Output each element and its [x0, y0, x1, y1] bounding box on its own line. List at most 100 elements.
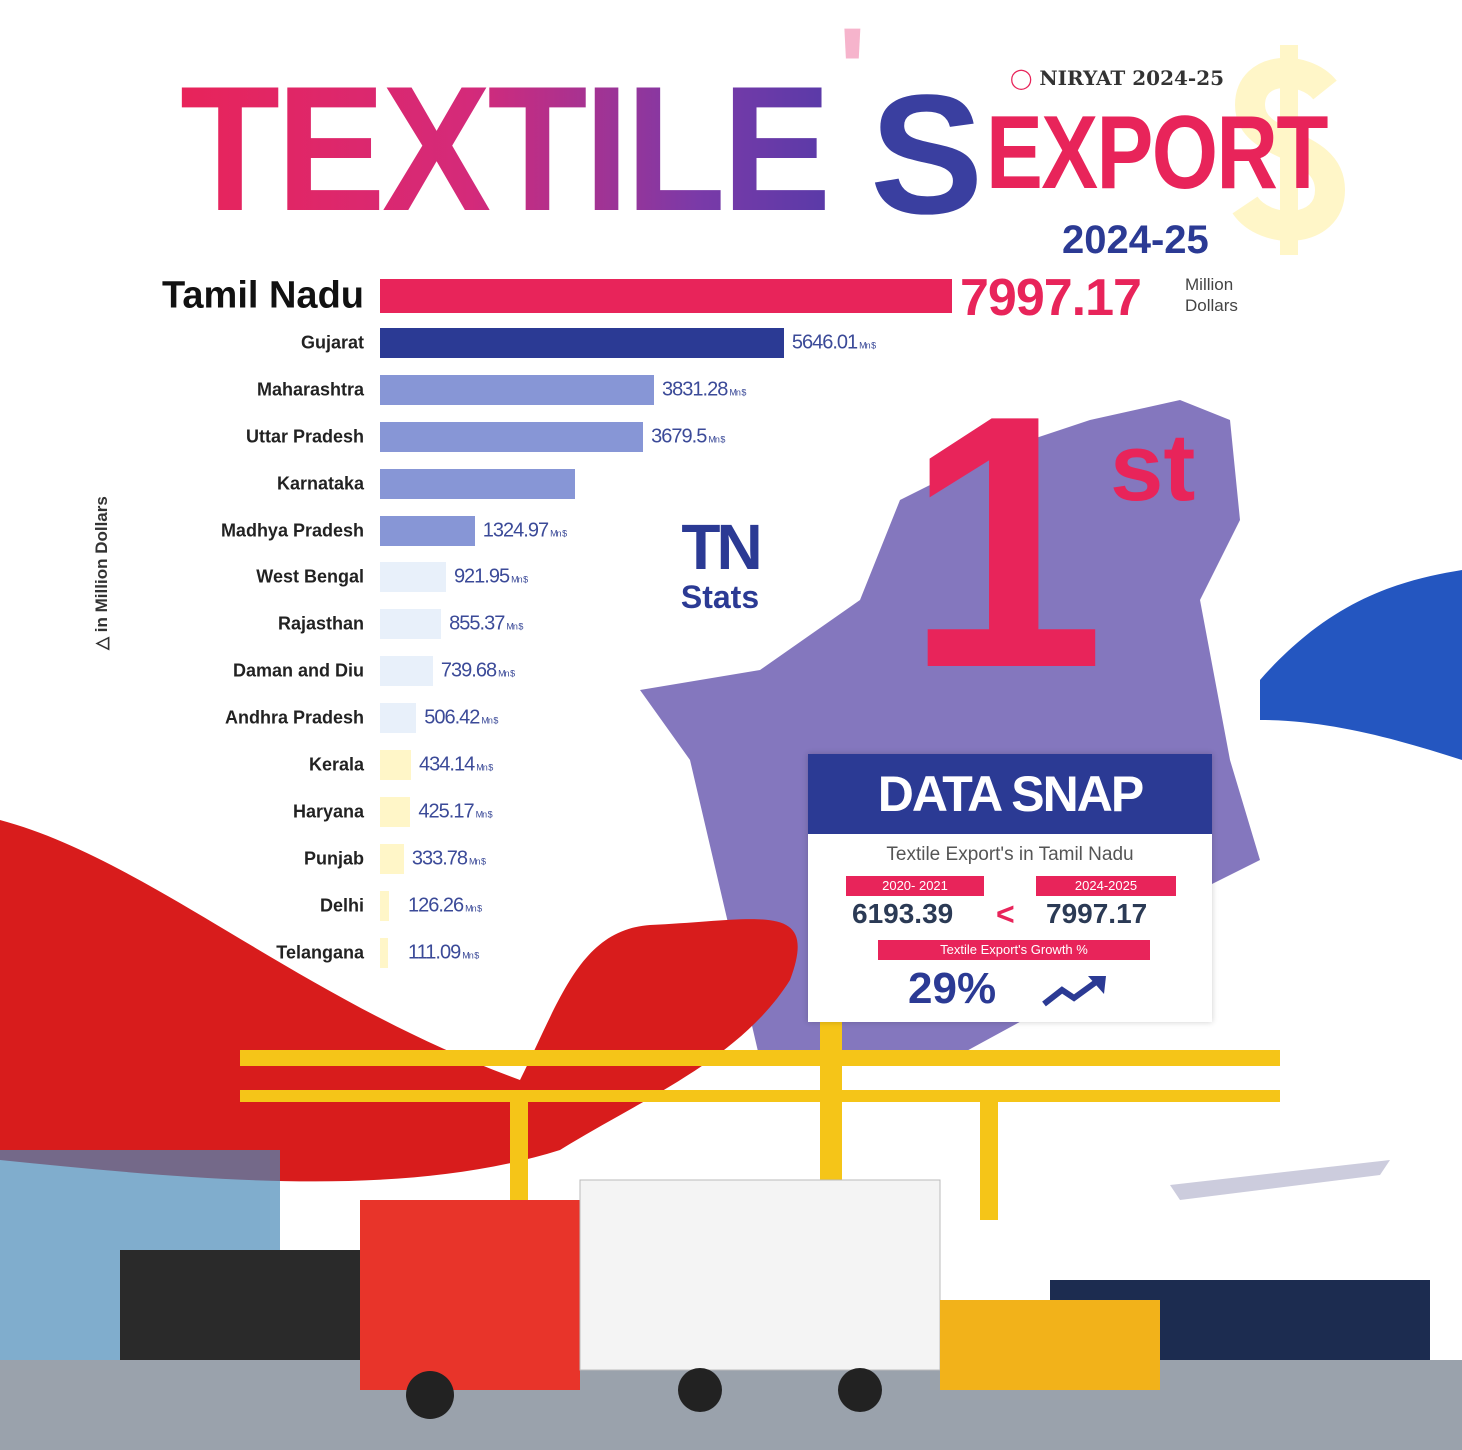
category-label: Daman and Diu — [232, 660, 364, 681]
category-label: Rajasthan — [277, 613, 364, 634]
bar-kerala — [380, 750, 412, 780]
value-text: 855.37 — [449, 612, 505, 635]
value-text: 1324.97 — [482, 519, 549, 541]
value-unit: Mn $ — [511, 574, 528, 585]
value-unit: Mn $ — [859, 340, 876, 351]
trend-up-arrow-icon — [1042, 976, 1106, 1007]
value-unit: Mn $ — [465, 903, 482, 914]
category-label: Kerala — [308, 754, 364, 775]
value-label: 126.26 Mn $ — [408, 894, 482, 917]
comparator: < — [996, 896, 1015, 932]
tn-stats-label: Stats — [680, 579, 760, 615]
value-unit: Mn $ — [462, 950, 479, 961]
title-s: S — [870, 60, 984, 250]
crane — [240, 950, 1280, 1250]
title-year: 2024-25 — [1062, 218, 1209, 262]
period-a-badge: 2020- 2021 — [846, 876, 984, 896]
rank-number: 1 — [905, 341, 1106, 743]
bar-uttar-pradesh — [380, 421, 644, 452]
blue-fabric-ribbon — [1260, 570, 1462, 760]
period-b-badge: 2024-2025 — [1036, 876, 1176, 896]
unit-note-text: in Million Dollars — [92, 496, 111, 633]
growth-value: 29% — [908, 964, 997, 1013]
globe-icon: ◯ — [1010, 66, 1033, 90]
value-unit: Mn $ — [498, 668, 515, 679]
forklift — [940, 1300, 1160, 1390]
value-label: 3831.28 Mn $ — [662, 378, 746, 401]
value-unit: Mn $ — [469, 856, 486, 867]
value-label: 3679.5 Mn $ — [651, 425, 725, 448]
value-a: 6193.39 — [852, 898, 954, 929]
category-label: Delhi — [319, 895, 364, 916]
brand-text: NIRYAT 2024-25 — [1039, 66, 1225, 90]
title-textile: TEXTILE — [180, 49, 831, 248]
category-label: Andhra Pradesh — [224, 707, 364, 728]
category-label: Gujarat — [300, 332, 364, 353]
bar-tamil-nadu — [380, 279, 952, 313]
value-label: 855.37 Mn $ — [449, 612, 523, 636]
truck — [360, 1179, 941, 1419]
bar-haryana — [380, 796, 411, 827]
value-unit: Mn $ — [550, 528, 567, 538]
bar-punjab — [380, 843, 404, 874]
tn-logo-mark: TN — [681, 511, 762, 583]
value-label: 1324.97 Mn $ — [482, 519, 567, 542]
red-fabric-ribbon — [0, 820, 798, 1182]
value-label: 434.14 Mn $ — [419, 754, 493, 777]
value-label: 425.17 Mn $ — [418, 800, 492, 823]
category-label: Uttar Pradesh — [245, 426, 364, 447]
value-text: 126.26 — [408, 894, 464, 917]
value-unit: Mn $ — [708, 434, 725, 445]
value-text: 111.09 — [408, 941, 461, 964]
category-label: Haryana — [292, 801, 364, 822]
value-text: 333.78 — [411, 847, 468, 870]
bar-daman-and-diu — [380, 656, 433, 687]
value-unit: Mn $ — [506, 621, 523, 632]
value-b: 7997.17 — [1046, 898, 1148, 929]
train — [120, 1250, 400, 1370]
bar-karnataka — [380, 468, 576, 499]
title-apostrophe: ' — [838, 3, 867, 137]
category-label: Madhya Pradesh — [220, 520, 364, 540]
value-text: 739.68 — [440, 659, 497, 682]
category-label: Punjab — [303, 848, 364, 869]
category-label: West Bengal — [256, 566, 364, 587]
ground — [0, 1360, 1462, 1450]
bar-andhra-pradesh — [380, 703, 417, 734]
unit-note: △ in Million Dollars — [92, 496, 112, 650]
value-text: 425.17 — [418, 800, 474, 823]
category-label: Maharashtra — [256, 379, 364, 400]
bar-delhi — [380, 890, 390, 921]
data-snap-card: DATA SNAP Textile Export's in Tamil Nadu… — [808, 754, 1212, 1022]
value-unit: Mn $ — [476, 762, 493, 773]
value-text: 506.42 — [424, 706, 480, 729]
data-snap-subtitle: Textile Export's in Tamil Nadu — [886, 844, 1134, 865]
value-label: 921.95 Mn $ — [453, 565, 528, 589]
value-text: 3831.28 — [662, 378, 728, 401]
value-label: 333.78 Mn $ — [411, 847, 486, 870]
category-label: Karnataka — [276, 473, 364, 494]
category-label: Telangana — [276, 942, 364, 963]
value-label: 739.68 Mn $ — [440, 659, 515, 683]
growth-label: Textile Export's Growth % — [878, 940, 1150, 960]
niryat-brand: ◯ NIRYAT 2024-25 — [1010, 66, 1224, 90]
data-snap-title: DATA SNAP — [808, 754, 1212, 834]
value-text: 921.95 — [453, 565, 510, 588]
value-label: 5646.01 Mn $ — [791, 331, 876, 354]
title-export: EXPORT — [986, 95, 1328, 211]
rank-suffix: st — [1110, 414, 1196, 521]
bar-telangana — [380, 937, 388, 968]
top-value-label: 7997.17 — [960, 269, 1142, 327]
value-text: 5646.01 — [791, 331, 858, 354]
building-icon: △ — [92, 636, 111, 650]
top-value-unit: Million Dollars — [1185, 275, 1238, 315]
dollar-sign-watermark — [1232, 45, 1346, 255]
value-label: 506.42 Mn $ — [424, 706, 498, 730]
airplane — [1170, 1160, 1390, 1200]
value-unit: Mn $ — [729, 387, 746, 398]
bar-maharashtra — [380, 374, 655, 405]
bar-west-bengal — [380, 562, 446, 593]
value-unit: Mn $ — [481, 715, 498, 726]
bar-madhya-pradesh — [380, 515, 475, 546]
value-label: 111.09 Mn $ — [408, 941, 479, 964]
